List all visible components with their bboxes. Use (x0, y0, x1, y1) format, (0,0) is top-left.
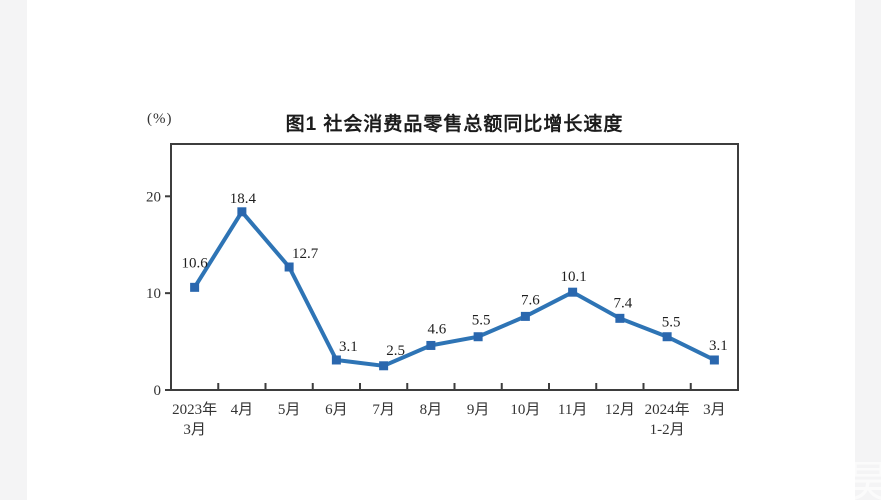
data-label: 7.6 (521, 292, 540, 308)
y-tick-label: 10 (146, 286, 161, 302)
data-label: 12.7 (292, 246, 319, 262)
page-margin-right (855, 0, 881, 500)
page-margin-left (0, 0, 27, 500)
data-label: 7.4 (614, 295, 633, 311)
data-point-marker (331, 355, 341, 365)
y-tick-label: 20 (146, 189, 161, 205)
x-tick-label: 2024年 1-2月 (645, 401, 690, 438)
data-point-marker (520, 311, 530, 321)
data-label: 3.1 (339, 339, 358, 355)
chart-title: 图1 社会消费品零售总额同比增长速度 (285, 114, 624, 135)
x-tick-label: 10月 (510, 402, 540, 418)
data-label: 3.1 (709, 338, 728, 354)
plot-area (170, 143, 739, 391)
y-tick-label: 0 (154, 383, 162, 399)
data-label: 5.5 (662, 315, 681, 331)
x-tick-label: 2023年 3月 (172, 401, 217, 438)
data-point-marker (379, 361, 389, 371)
data-label: 10.1 (561, 269, 587, 285)
data-point-marker (190, 282, 200, 292)
y-axis-unit-label: (%) (147, 111, 173, 127)
data-label: 18.4 (230, 191, 257, 207)
data-point-marker (284, 262, 294, 272)
x-tick-label: 4月 (231, 402, 254, 418)
x-tick-label: 8月 (420, 402, 443, 418)
data-point-marker (473, 332, 483, 342)
data-point-marker (615, 313, 625, 323)
x-tick-label: 3月 (703, 402, 726, 418)
data-point-marker (662, 332, 672, 342)
x-tick-label: 9月 (467, 402, 490, 418)
series-line (192, 208, 716, 368)
data-label: 2.5 (386, 343, 405, 359)
x-tick-label: 7月 (372, 402, 395, 418)
data-point-marker (237, 207, 247, 217)
data-label: 5.5 (472, 313, 491, 329)
data-label: 4.6 (428, 321, 447, 337)
data-label: 10.6 (182, 255, 209, 271)
x-tick-label: 12月 (605, 402, 635, 418)
data-point-marker (709, 355, 719, 365)
data-point-marker (568, 287, 578, 297)
data-point-marker (426, 340, 436, 350)
x-tick-label: 5月 (278, 402, 301, 418)
x-tick-label: 6月 (325, 402, 348, 418)
x-tick-label: 11月 (558, 402, 587, 418)
